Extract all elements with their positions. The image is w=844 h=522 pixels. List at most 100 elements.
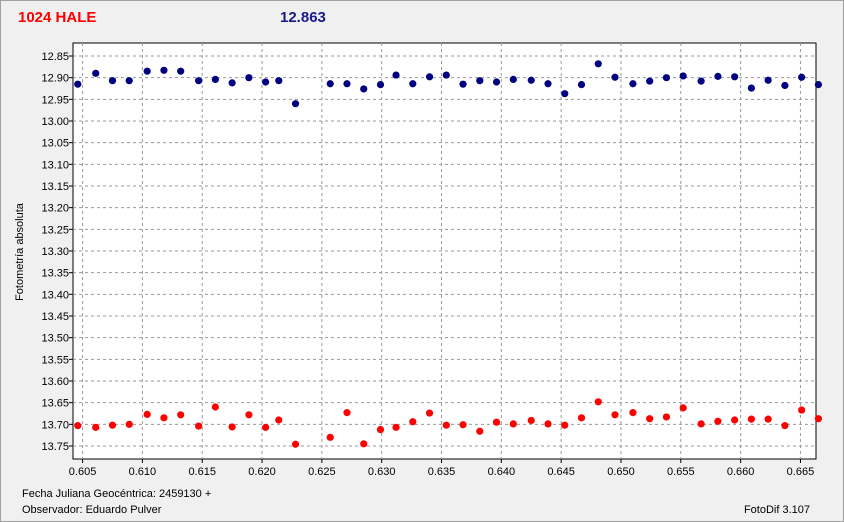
comparison-star-point: [392, 71, 400, 79]
comparison-star-point: [74, 80, 82, 88]
data-points: [74, 60, 822, 448]
y-tick-label: 13.15: [41, 181, 69, 193]
comparison-star-point: [108, 77, 117, 85]
asteroid-point: [275, 416, 283, 424]
comparison-star-point: [731, 73, 739, 81]
y-tick-label: 13.25: [41, 224, 69, 236]
x-tick-label: 0.620: [248, 466, 276, 478]
asteroid-point: [577, 414, 586, 422]
asteroid-point: [143, 410, 151, 418]
asteroid-point: [108, 421, 117, 429]
comparison-star-point: [527, 76, 535, 84]
comparison-star-point: [561, 90, 569, 98]
x-tick-label: 0.640: [488, 466, 516, 478]
comparison-star-point: [577, 81, 586, 89]
y-tick-label: 12.95: [41, 94, 69, 106]
comparison-star-point: [275, 77, 283, 85]
comparison-star-point: [228, 79, 236, 87]
comparison-star-point: [611, 73, 619, 81]
x-tick-label: 0.650: [607, 466, 635, 478]
asteroid-point: [646, 415, 654, 423]
comparison-star-point: [376, 81, 385, 89]
asteroid-point: [262, 423, 270, 431]
y-tick-label: 12.85: [41, 51, 69, 63]
software-version-label: FotoDif 3.107: [743, 504, 810, 516]
y-tick-label: 13.60: [41, 376, 69, 388]
x-tick-label: 0.630: [368, 466, 396, 478]
comparison-star-point: [764, 76, 772, 84]
y-tick-label: 12.90: [41, 73, 69, 85]
asteroid-point: [747, 415, 755, 423]
comparison-star-point: [781, 81, 789, 90]
object-name-title: 1024 HALE: [18, 9, 97, 26]
asteroid-point: [376, 425, 385, 434]
y-tick-label: 13.65: [41, 398, 69, 410]
asteroid-point: [392, 423, 400, 431]
asteroid-point: [714, 417, 722, 425]
comparison-star-point: [160, 66, 168, 74]
comparison-star-point: [798, 73, 806, 81]
x-tick-label: 0.605: [69, 466, 97, 478]
comparison-star-point: [125, 77, 133, 85]
comparison-star-point: [195, 77, 203, 85]
asteroid-point: [561, 421, 569, 429]
asteroid-point: [764, 415, 772, 423]
comparison-star-point: [646, 77, 654, 85]
asteroid-point: [125, 420, 133, 428]
asteroid-point: [814, 415, 822, 423]
x-tick-label: 0.635: [428, 466, 456, 478]
y-tick-label: 13.30: [41, 246, 69, 258]
asteroid-point: [629, 409, 637, 417]
asteroid-point: [291, 440, 300, 448]
asteroid-point: [177, 411, 185, 419]
y-tick-label: 13.40: [41, 289, 69, 301]
comparison-star-point: [594, 60, 602, 68]
comparison-star-point: [544, 80, 552, 88]
comparison-star-point: [459, 80, 467, 88]
comparison-star-point: [629, 80, 637, 88]
x-tick-label: 0.610: [129, 466, 157, 478]
asteroid-point: [781, 422, 789, 430]
comparison-star-point: [143, 67, 151, 75]
comparison-star-point: [211, 75, 219, 83]
asteroid-point: [594, 398, 602, 406]
x-tick-label: 0.655: [667, 466, 695, 478]
comparison-star-point: [343, 80, 351, 88]
asteroid-point: [662, 413, 671, 421]
comparison-star-point: [360, 85, 368, 93]
x-tick-label: 0.625: [308, 466, 336, 478]
comparison-star-point: [245, 74, 253, 82]
comparison-star-point: [509, 75, 517, 83]
asteroid-point: [228, 423, 236, 431]
comparison-star-point: [262, 78, 270, 86]
asteroid-point: [697, 420, 705, 428]
asteroid-point: [679, 404, 687, 412]
asteroid-point: [74, 422, 82, 430]
asteroid-point: [245, 411, 253, 419]
y-tick-label: 13.20: [41, 203, 69, 215]
asteroid-point: [92, 423, 100, 431]
comparison-star-point: [177, 67, 185, 75]
x-tick-label: 0.660: [727, 466, 755, 478]
asteroid-point: [343, 409, 351, 417]
julian-date-label: Fecha Juliana Geocéntrica: 2459130 +: [22, 488, 212, 500]
x-axis-ticks: 0.605 0.610 0.615 0.620 0.625 0.630 0.635 0.640…: [69, 459, 814, 478]
comparison-star-point: [92, 69, 100, 77]
asteroid-point: [211, 403, 219, 411]
y-tick-label: 13.55: [41, 354, 69, 366]
comparison-star-point: [679, 72, 687, 80]
y-axis-ticks: 12.85 12.90 12.95 13.00 13.05 13.10 13.15 13.20…: [41, 51, 73, 453]
comparison-star-point: [747, 84, 755, 92]
asteroid-point: [544, 420, 552, 428]
y-tick-label: 13.00: [41, 116, 69, 128]
observer-label: Observador: Eduardo Pulver: [22, 504, 162, 516]
asteroid-point: [509, 420, 517, 428]
x-tick-label: 0.665: [787, 466, 815, 478]
asteroid-point: [527, 416, 535, 425]
asteroid-point: [492, 418, 501, 426]
asteroid-point: [731, 416, 739, 424]
comparison-star-point: [425, 73, 434, 81]
grid-lines: [73, 43, 816, 459]
asteroid-point: [409, 418, 417, 426]
